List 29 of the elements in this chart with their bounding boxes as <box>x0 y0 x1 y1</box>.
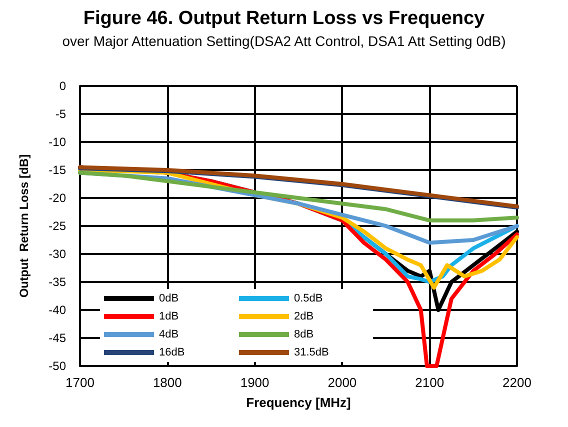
legend-label: 0.5dB <box>294 292 323 304</box>
legend-label: 1dB <box>159 310 179 322</box>
chart-title: Figure 46. Output Return Loss vs Frequency <box>83 8 486 29</box>
x-tick-label: 1900 <box>240 375 270 390</box>
legend-label: 2dB <box>294 310 314 322</box>
chart-subtitle: over Major Attenuation Setting(DSA2 Att Control, DSA1 Att Setting 0dB) <box>62 33 506 49</box>
x-tick-label: 2100 <box>415 375 444 390</box>
y-tick-label: -35 <box>48 275 66 289</box>
y-tick-label: 0 <box>59 79 66 93</box>
y-tick-label: -40 <box>48 303 66 317</box>
y-tick-label: -50 <box>48 359 66 373</box>
x-tick-label: 1800 <box>152 375 182 390</box>
legend-label: 31.5dB <box>294 346 329 358</box>
legend-label: 0dB <box>159 292 179 304</box>
x-tick-label: 2000 <box>328 375 357 390</box>
x-tick-label: 2200 <box>502 375 532 390</box>
y-tick-label: -25 <box>48 219 66 233</box>
x-tick-label: 1700 <box>66 375 94 390</box>
y-tick-label: -10 <box>48 135 66 149</box>
y-tick-label: -45 <box>48 331 66 345</box>
y-tick-label: -15 <box>48 163 66 177</box>
legend-label: 16dB <box>159 346 185 358</box>
y-tick-label: -30 <box>48 247 66 261</box>
legend-label: 4dB <box>159 328 179 340</box>
y-axis-title: Output Return Loss [dB] <box>17 154 31 298</box>
y-tick-label: -5 <box>55 107 66 121</box>
y-tick-label: -20 <box>48 191 66 205</box>
x-axis-title: Frequency [MHz] <box>246 395 351 410</box>
legend-label: 8dB <box>294 328 314 340</box>
